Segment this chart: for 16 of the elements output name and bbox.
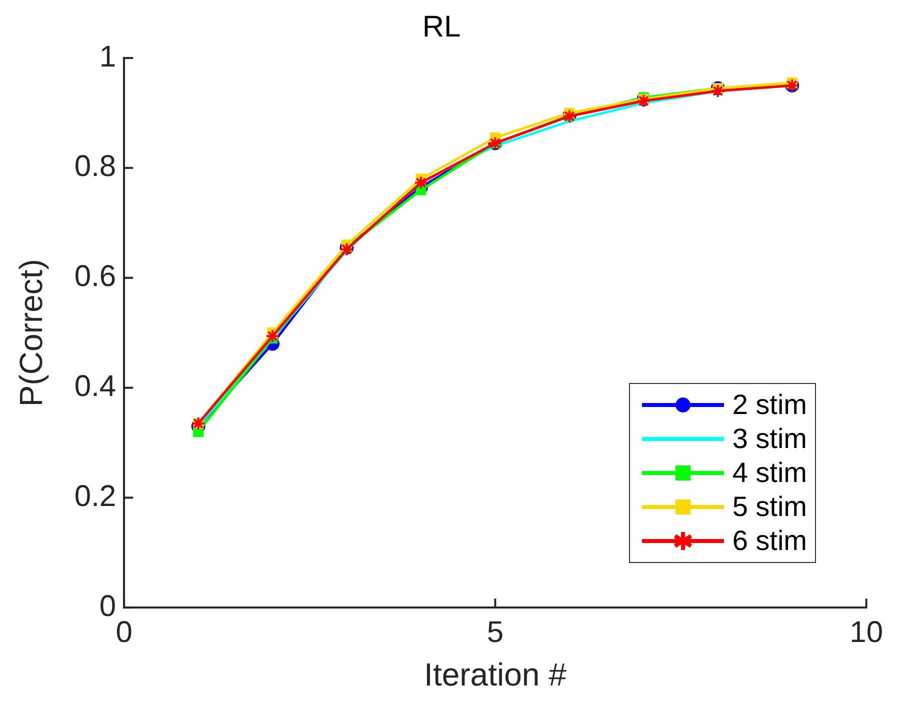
x-tick-label: 5 — [486, 616, 504, 649]
legend-label: 4 stim — [732, 456, 807, 490]
y-axis-title: P(Correct) — [13, 259, 50, 407]
legend-label: 5 stim — [732, 490, 807, 524]
legend-label: 2 stim — [732, 388, 807, 422]
legend-label: 6 stim — [732, 524, 807, 558]
chart-title: RL — [422, 10, 461, 44]
y-tick-label: 0.8 — [74, 150, 116, 184]
x-axis-title: Iteration # — [424, 656, 567, 693]
y-tick-label: 1 — [99, 40, 116, 74]
y-tick-label: 0.4 — [74, 370, 116, 404]
legend-label: 3 stim — [732, 422, 807, 456]
y-tick-label: 0 — [99, 590, 116, 623]
y-tick-label: 0.6 — [74, 260, 116, 294]
y-tick-label: 0.2 — [74, 480, 116, 513]
x-tick-label: 10 — [850, 616, 884, 649]
